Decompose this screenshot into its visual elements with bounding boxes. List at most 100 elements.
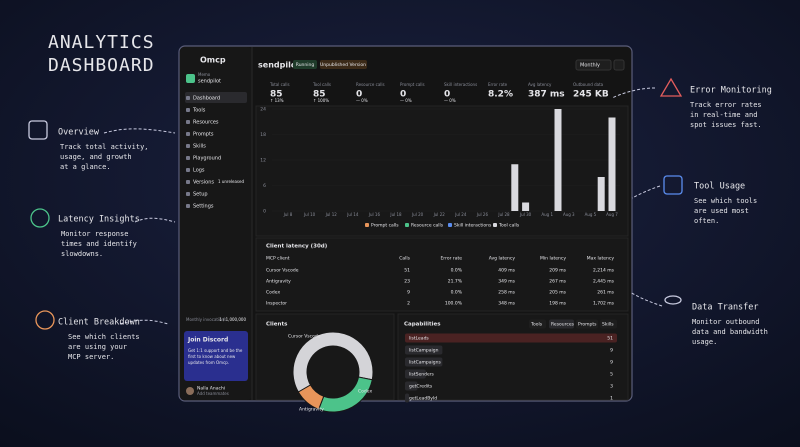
tab[interactable]	[576, 319, 598, 329]
status-text: Running	[296, 62, 315, 68]
nav-icon	[186, 144, 190, 148]
table-cell: 21.7%	[448, 279, 463, 285]
annotation-text: usage.	[692, 338, 717, 346]
capability-count: 9	[610, 348, 613, 354]
bar	[522, 202, 530, 211]
column-header: Error rate	[440, 256, 462, 262]
capability-bar	[405, 381, 418, 391]
capability-count: 3	[610, 384, 613, 390]
tab-label[interactable]: Tools	[530, 322, 543, 328]
arrow	[119, 319, 169, 325]
table-cell: 23	[404, 279, 410, 285]
legend-swatch	[493, 223, 497, 227]
nav-icon	[186, 156, 190, 160]
user-avatar	[186, 387, 194, 395]
nav-item[interactable]: Setup	[193, 192, 208, 198]
stat-value: 8.2%	[488, 90, 513, 100]
tab-label[interactable]: Prompts	[578, 322, 597, 328]
tab-label[interactable]: Resources	[551, 322, 575, 328]
project-name: sendpilot	[258, 61, 300, 70]
x-tick-label: Aug 1	[541, 212, 553, 217]
capability-count: 9	[610, 360, 613, 366]
table-cell: 0.0%	[451, 290, 463, 296]
donut-label: Cursor Vscode	[288, 334, 321, 340]
arrow	[631, 185, 661, 199]
x-tick-label: Jul 26	[476, 212, 489, 217]
annotation-icons	[28, 77, 683, 330]
capability-count: 51	[607, 336, 613, 342]
table-cell: 0.0%	[451, 268, 463, 274]
annotation-title: Tool Usage	[694, 182, 745, 192]
nav-item[interactable]: Settings	[193, 204, 214, 210]
annotation-text: Track error rates	[690, 101, 762, 109]
nav-icon	[186, 168, 190, 172]
table-cell: 198 ms	[549, 301, 566, 307]
nav-item[interactable]: Dashboard	[193, 96, 220, 102]
promo-text: updates from Omcp.	[188, 360, 229, 365]
annotation-title: Overview	[58, 128, 100, 138]
nav-item[interactable]: Skills	[193, 144, 206, 150]
capability-count: 1	[610, 396, 613, 402]
nav-item[interactable]: Logs	[193, 168, 205, 174]
stat-change: — 0%	[356, 98, 368, 103]
tab[interactable]	[549, 319, 574, 329]
legend-swatch	[365, 223, 369, 227]
stat-change: — 0%	[444, 98, 456, 103]
capability-bar	[405, 333, 617, 343]
capability-count: 5	[610, 372, 613, 378]
annotation-text: See which tools	[694, 197, 757, 205]
capability-bar	[405, 357, 443, 367]
capability-bar	[405, 369, 426, 379]
table-cell: 2,445 ms	[593, 279, 615, 285]
arrow	[629, 291, 663, 307]
arrow	[134, 217, 176, 223]
tab[interactable]	[600, 319, 617, 329]
annotation-text: Monitor outbound	[692, 318, 759, 326]
nav-item[interactable]: Resources	[193, 120, 219, 126]
panel-title: Clients	[266, 322, 288, 328]
period-select[interactable]	[575, 59, 612, 71]
nav-icon	[186, 120, 190, 124]
stat-value: 85	[313, 90, 326, 100]
nav-item[interactable]: Prompts	[193, 132, 214, 138]
usage-value: 1 / 1,000,000	[219, 317, 246, 322]
annotation-title: Data Transfer	[692, 303, 759, 313]
stat-label: Tool calls	[312, 82, 331, 87]
capability-bar	[405, 393, 410, 403]
table-cell: 349 ms	[498, 279, 515, 285]
x-tick-label: Aug 3	[563, 212, 575, 217]
icon-error	[659, 77, 683, 97]
nav-item[interactable]: Versions	[193, 180, 214, 186]
stat-value: 245 KB	[573, 90, 609, 100]
org-name: sendpilot	[198, 79, 221, 85]
capability-name: listLeads	[409, 336, 429, 342]
headline: ANALYTICS	[48, 32, 155, 53]
sidebar	[180, 47, 252, 400]
usage-panel	[255, 105, 629, 237]
table-cell: 2	[407, 301, 410, 307]
refresh-button[interactable]	[613, 59, 625, 71]
column-header: MCP client	[266, 256, 290, 262]
annotation-text: often.	[694, 217, 719, 225]
stat-change: ↑ 100%	[313, 98, 329, 103]
org-avatar	[186, 74, 195, 83]
stat-change: — 0%	[400, 98, 412, 103]
tab[interactable]	[529, 319, 546, 329]
donut-label: Antigravity	[299, 407, 324, 413]
annotation-text: Track total activity,	[60, 143, 149, 151]
capability-bar	[405, 345, 443, 355]
nav-item[interactable]: Tools	[192, 108, 206, 114]
annotation-text: in real-time and	[690, 111, 757, 119]
tab-label[interactable]: Skills	[602, 322, 614, 328]
column-header: Min latency	[540, 256, 566, 262]
promo-text: Get 1:1 support and be the	[188, 348, 243, 353]
annotation-text: are using your	[68, 343, 127, 351]
stat-value: 85	[270, 90, 283, 100]
table-cell: 267 ms	[549, 279, 566, 285]
nav-icon	[186, 108, 190, 112]
nav-icon	[186, 204, 190, 208]
nav-item[interactable]: Playground	[193, 156, 221, 162]
stat-value: 0	[444, 90, 450, 100]
arrows	[103, 87, 663, 325]
